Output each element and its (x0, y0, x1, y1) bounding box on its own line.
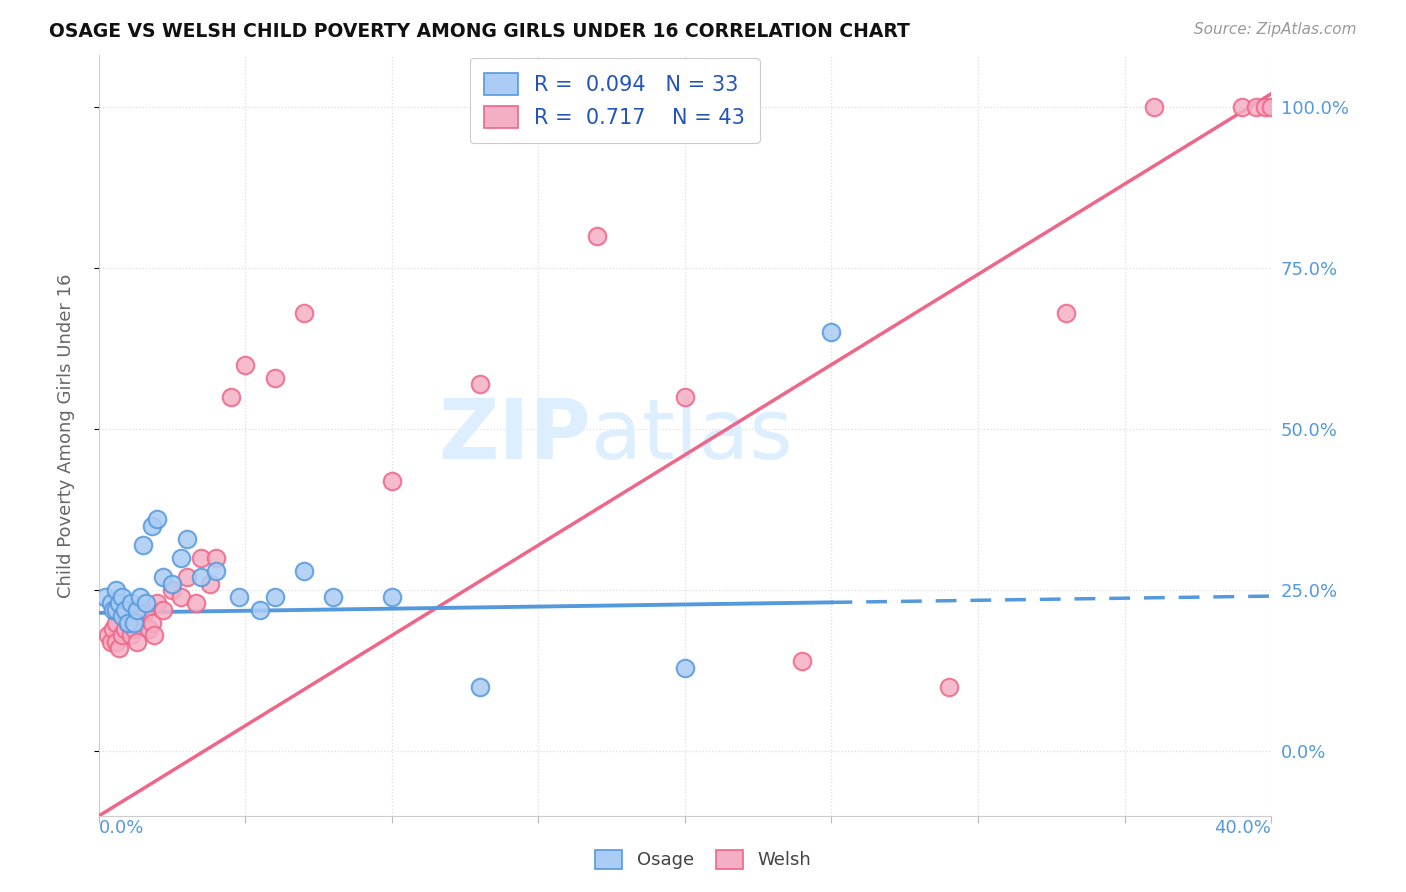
Point (152, 602, 174, 616)
Point (170, 590, 193, 604)
Point (673, 390, 696, 404)
Text: 0.0%: 0.0% (98, 819, 145, 838)
Point (120, 628, 142, 642)
Point (792, 654, 814, 668)
Point (1260, 100, 1282, 114)
Legend: Osage, Welsh: Osage, Welsh (586, 841, 820, 879)
Point (263, 370, 285, 384)
Point (114, 602, 136, 616)
Point (219, 390, 242, 404)
Point (1143, 100, 1166, 114)
Point (468, 376, 491, 391)
Point (105, 583, 128, 598)
Point (100, 596, 122, 610)
Point (381, 474, 404, 488)
Text: Source: ZipAtlas.com: Source: ZipAtlas.com (1194, 22, 1357, 37)
Legend: R =  0.094   N = 33, R =  0.717    N = 43: R = 0.094 N = 33, R = 0.717 N = 43 (470, 58, 759, 143)
Point (138, 622, 160, 636)
Point (152, 570, 174, 584)
Point (1054, 306, 1077, 320)
Point (128, 602, 150, 616)
Point (468, 680, 491, 694)
Point (160, 577, 183, 591)
Point (176, 532, 198, 546)
Text: OSAGE VS WELSH CHILD POVERTY AMONG GIRLS UNDER 16 CORRELATION CHART: OSAGE VS WELSH CHILD POVERTY AMONG GIRLS… (49, 22, 910, 41)
Point (249, 602, 271, 616)
Point (292, 306, 315, 320)
Point (146, 512, 169, 526)
Text: atlas: atlas (591, 395, 793, 476)
Point (1246, 100, 1268, 114)
Point (586, 228, 609, 243)
Point (141, 615, 163, 630)
Point (108, 596, 131, 610)
Point (228, 590, 250, 604)
Point (820, 326, 842, 340)
Point (141, 518, 163, 533)
Point (938, 680, 960, 694)
Point (190, 551, 212, 566)
Point (292, 564, 315, 578)
Point (100, 635, 122, 649)
Point (322, 590, 344, 604)
Point (132, 609, 155, 624)
Point (93, 590, 115, 604)
Point (105, 602, 128, 616)
Point (105, 635, 128, 649)
Point (111, 590, 134, 604)
Point (1230, 100, 1253, 114)
Point (143, 628, 166, 642)
Point (125, 635, 148, 649)
Point (233, 358, 256, 372)
Point (128, 590, 150, 604)
Point (381, 590, 404, 604)
Point (114, 622, 136, 636)
Point (146, 596, 169, 610)
Point (97, 628, 120, 642)
Point (105, 615, 128, 630)
Point (184, 596, 207, 610)
Point (135, 596, 157, 610)
Point (120, 596, 142, 610)
Point (1254, 100, 1277, 114)
Point (103, 602, 125, 616)
Text: ZIP: ZIP (439, 395, 591, 476)
Point (117, 615, 139, 630)
Point (190, 570, 212, 584)
Point (673, 660, 696, 674)
Point (122, 622, 145, 636)
Point (198, 577, 221, 591)
Point (160, 583, 183, 598)
Point (108, 641, 131, 656)
Point (117, 615, 139, 630)
Point (125, 602, 148, 616)
Point (205, 551, 228, 566)
Point (135, 602, 157, 616)
Point (103, 622, 125, 636)
Point (263, 590, 285, 604)
Point (122, 615, 145, 630)
Point (170, 551, 193, 566)
Point (111, 609, 134, 624)
Text: 40.0%: 40.0% (1215, 819, 1271, 838)
Point (176, 570, 198, 584)
Point (132, 538, 155, 552)
Y-axis label: Child Poverty Among Girls Under 16: Child Poverty Among Girls Under 16 (58, 273, 75, 598)
Point (205, 564, 228, 578)
Point (111, 628, 134, 642)
